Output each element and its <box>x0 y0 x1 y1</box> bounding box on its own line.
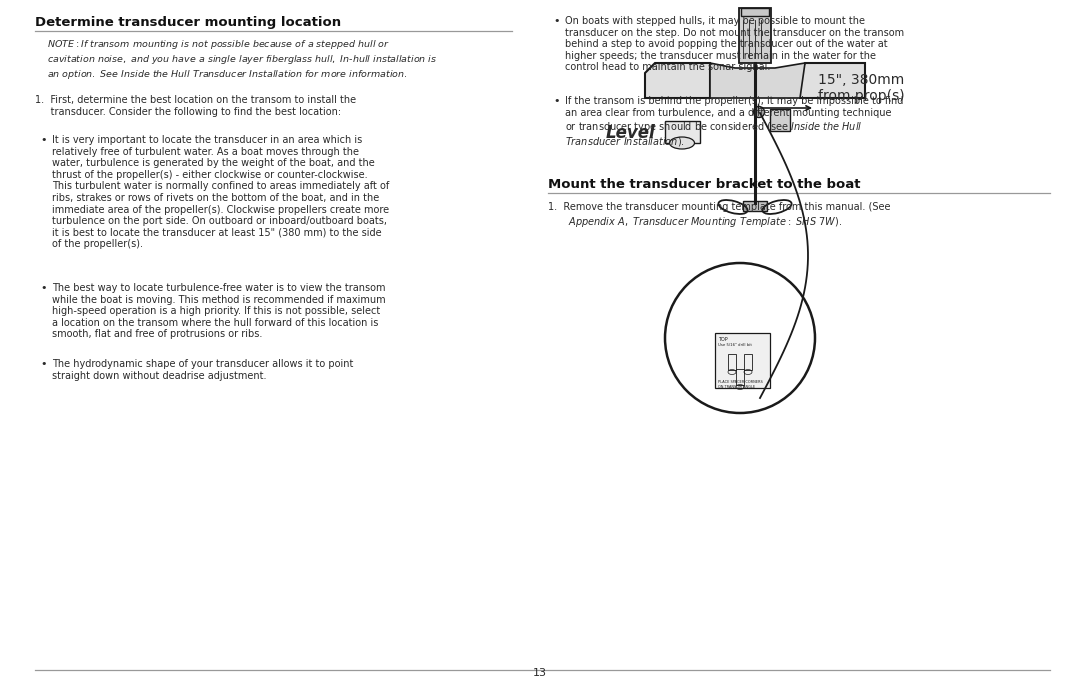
Text: •: • <box>553 16 559 26</box>
Bar <box>744 354 752 370</box>
Polygon shape <box>645 63 710 98</box>
Text: It is very important to locate the transducer in an area which is
relatively fre: It is very important to locate the trans… <box>52 135 389 249</box>
Bar <box>741 8 769 16</box>
Text: Use 5/16" drill bit: Use 5/16" drill bit <box>718 343 752 347</box>
Text: 15", 380mm
from prop(s): 15", 380mm from prop(s) <box>818 73 905 103</box>
Text: 13: 13 <box>534 668 546 678</box>
Text: TOP: TOP <box>718 337 728 342</box>
Text: 1.  Remove the transducer mounting template from this manual. (See: 1. Remove the transducer mounting templa… <box>548 202 891 212</box>
Text: Mount the transducer bracket to the boat: Mount the transducer bracket to the boat <box>548 178 861 191</box>
Text: The hydrodynamic shape of your transducer allows it to point
straight down witho: The hydrodynamic shape of your transduce… <box>52 359 353 380</box>
Text: •: • <box>40 283 46 293</box>
Bar <box>665 121 700 143</box>
Bar <box>743 201 767 211</box>
Polygon shape <box>800 63 865 98</box>
Text: •: • <box>40 359 46 369</box>
Text: On boats with stepped hulls, it may be possible to mount the
transducer on the s: On boats with stepped hulls, it may be p… <box>565 16 904 72</box>
Text: 1.  First, determine the best location on the transom to install the
     transd: 1. First, determine the best location on… <box>35 95 356 116</box>
Text: The best way to locate turbulence-free water is to view the transom
while the bo: The best way to locate turbulence-free w… <box>52 283 386 339</box>
Text: Determine transducer mounting location: Determine transducer mounting location <box>35 16 341 29</box>
Bar <box>770 109 789 131</box>
Ellipse shape <box>670 137 694 149</box>
Circle shape <box>754 107 765 118</box>
Bar <box>739 8 771 63</box>
Text: Level: Level <box>605 124 654 142</box>
Text: PLACE SPACER CORNERS
ON TRANSOM ANGLE: PLACE SPACER CORNERS ON TRANSOM ANGLE <box>718 380 762 389</box>
Text: •: • <box>40 135 46 145</box>
Text: •: • <box>553 96 559 106</box>
Bar <box>735 369 744 385</box>
Bar <box>728 354 735 370</box>
Text: $\mathbf{\it{NOTE}}$$\it{: If\ transom\ mounting\ is\ not\ possible\ because\ of: $\mathbf{\it{NOTE}}$$\it{: If\ transom\ … <box>48 38 437 80</box>
Text: $\mathbf{\it{Appendix\ A,\ Transducer\ Mounting\ Template:\ SHS\ 7W}}$).: $\mathbf{\it{Appendix\ A,\ Transducer\ M… <box>568 215 842 229</box>
Text: If the transom is behind the propeller(s), it may be impossible to find
an area : If the transom is behind the propeller(s… <box>565 96 903 149</box>
Polygon shape <box>710 63 805 98</box>
Bar <box>715 333 770 388</box>
